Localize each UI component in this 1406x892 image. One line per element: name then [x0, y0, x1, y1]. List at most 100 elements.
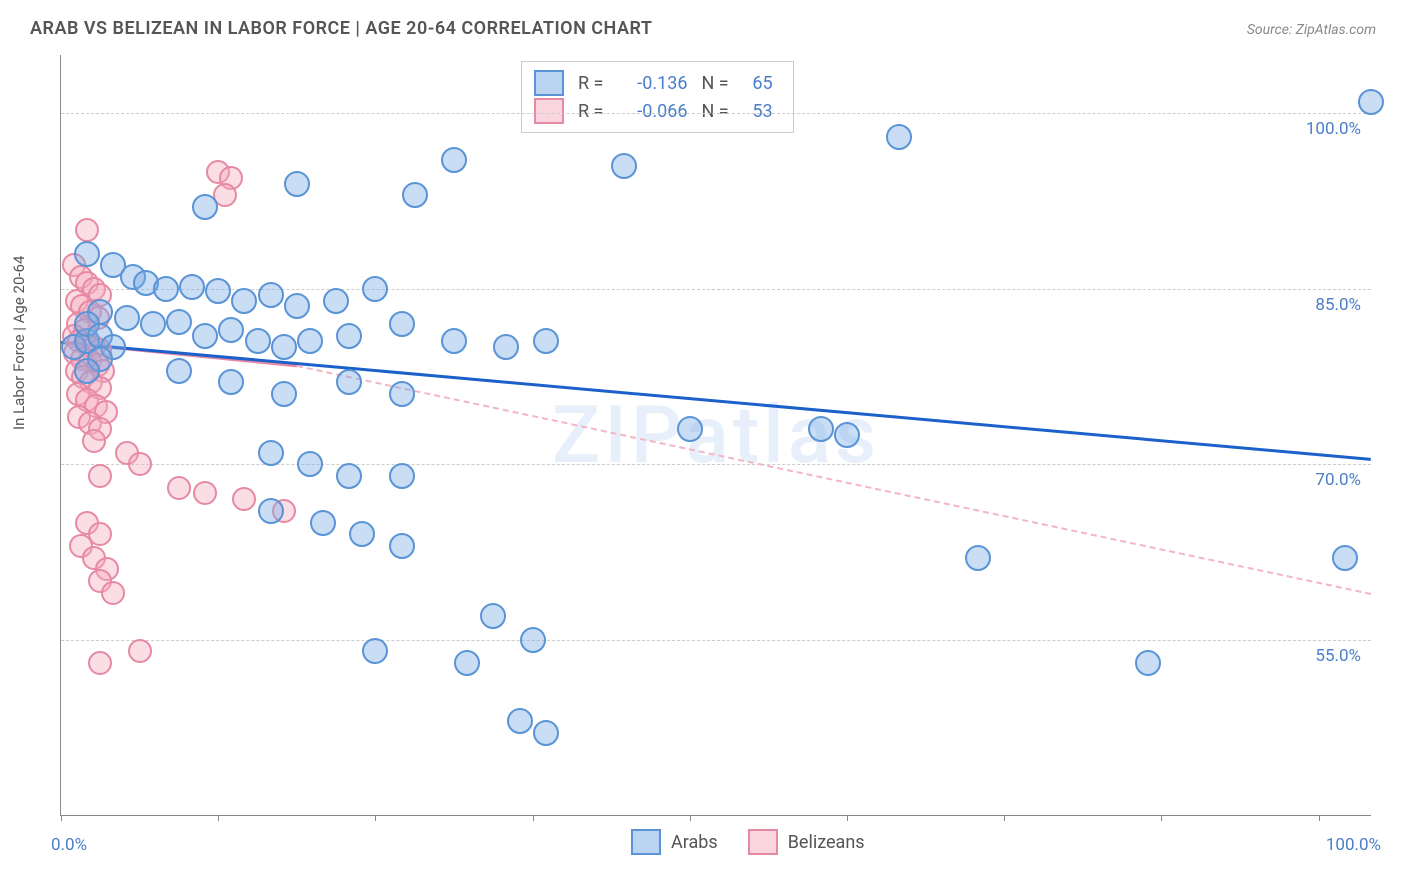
data-point — [258, 440, 284, 466]
scatter-plot-area: ZIPatlas R = -0.136 N = 65 R = -0.066 N … — [60, 55, 1371, 816]
x-tick — [1161, 815, 1162, 821]
legend-item-arabs: Arabs — [631, 829, 718, 855]
y-tick-label: 70.0% — [1315, 470, 1361, 490]
data-point — [520, 627, 546, 653]
n-prefix: N = — [701, 73, 728, 94]
data-point — [114, 305, 140, 331]
data-point — [362, 276, 388, 302]
data-point — [218, 317, 244, 343]
legend-row-belizeans: R = -0.066 N = 53 — [534, 98, 773, 124]
data-point — [402, 182, 428, 208]
x-tick — [1004, 815, 1005, 821]
data-point — [507, 708, 533, 734]
legend-label-belizeans: Belizeans — [788, 832, 865, 853]
x-tick — [1319, 815, 1320, 821]
x-axis-max-label: 100.0% — [1326, 835, 1381, 855]
data-point — [140, 311, 166, 337]
data-point — [310, 510, 336, 536]
data-point — [297, 328, 323, 354]
n-value-arabs: 65 — [743, 73, 773, 94]
data-point — [441, 328, 467, 354]
data-point — [677, 416, 703, 442]
x-tick — [690, 815, 691, 821]
data-point — [258, 282, 284, 308]
data-point — [179, 274, 205, 300]
source-attribution: Source: ZipAtlas.com — [1247, 22, 1376, 38]
trend-line — [297, 365, 1372, 595]
n-prefix: N = — [701, 101, 728, 122]
data-point — [886, 124, 912, 150]
data-point — [611, 153, 637, 179]
r-prefix: R = — [578, 73, 603, 94]
data-point — [258, 498, 284, 524]
data-point — [808, 416, 834, 442]
data-point — [336, 463, 362, 489]
data-point — [389, 533, 415, 559]
gridline — [61, 640, 1371, 641]
y-axis-label: In Labor Force | Age 20-64 — [10, 256, 28, 430]
data-point — [192, 323, 218, 349]
n-value-belizeans: 53 — [743, 101, 773, 122]
r-value-arabs: -0.136 — [617, 73, 687, 94]
data-point — [284, 171, 310, 197]
data-point — [75, 218, 99, 242]
data-point — [493, 334, 519, 360]
data-point — [88, 651, 112, 675]
x-tick — [375, 815, 376, 821]
data-point — [965, 545, 991, 571]
data-point — [231, 288, 257, 314]
y-tick-label: 55.0% — [1315, 646, 1361, 666]
data-point — [74, 241, 100, 267]
x-axis-min-label: 0.0% — [51, 835, 87, 855]
data-point — [1135, 650, 1161, 676]
data-point — [297, 451, 323, 477]
series-legend: Arabs Belizeans — [631, 829, 865, 855]
data-point — [1358, 89, 1384, 115]
legend-label-arabs: Arabs — [671, 832, 718, 853]
data-point — [74, 358, 100, 384]
data-point — [533, 328, 559, 354]
gridline — [61, 113, 1371, 114]
data-point — [166, 309, 192, 335]
x-tick — [533, 815, 534, 821]
data-point — [441, 147, 467, 173]
data-point — [205, 278, 231, 304]
gridline — [61, 464, 1371, 465]
data-point — [349, 521, 375, 547]
legend-item-belizeans: Belizeans — [748, 829, 865, 855]
data-point — [533, 720, 559, 746]
data-point — [389, 381, 415, 407]
swatch-belizeans-icon — [748, 829, 778, 855]
y-tick-label: 85.0% — [1315, 295, 1361, 315]
swatch-arabs-icon — [534, 70, 564, 96]
chart-title: ARAB VS BELIZEAN IN LABOR FORCE | AGE 20… — [30, 18, 652, 39]
data-point — [389, 463, 415, 489]
data-point — [362, 638, 388, 664]
swatch-belizeans-icon — [534, 98, 564, 124]
trend-line — [61, 341, 1371, 461]
data-point — [128, 639, 152, 663]
x-tick — [847, 815, 848, 821]
data-point — [153, 276, 179, 302]
data-point — [88, 464, 112, 488]
data-point — [192, 194, 218, 220]
x-tick — [218, 815, 219, 821]
swatch-arabs-icon — [631, 829, 661, 855]
data-point — [166, 358, 192, 384]
data-point — [480, 603, 506, 629]
r-prefix: R = — [578, 101, 603, 122]
data-point — [193, 481, 217, 505]
data-point — [1332, 545, 1358, 571]
data-point — [245, 328, 271, 354]
data-point — [336, 369, 362, 395]
data-point — [323, 288, 349, 314]
data-point — [128, 452, 152, 476]
data-point — [454, 650, 480, 676]
x-tick — [61, 815, 62, 821]
r-value-belizeans: -0.066 — [617, 101, 687, 122]
y-tick-label: 100.0% — [1306, 119, 1361, 139]
data-point — [389, 311, 415, 337]
data-point — [218, 369, 244, 395]
data-point — [167, 476, 191, 500]
data-point — [834, 422, 860, 448]
